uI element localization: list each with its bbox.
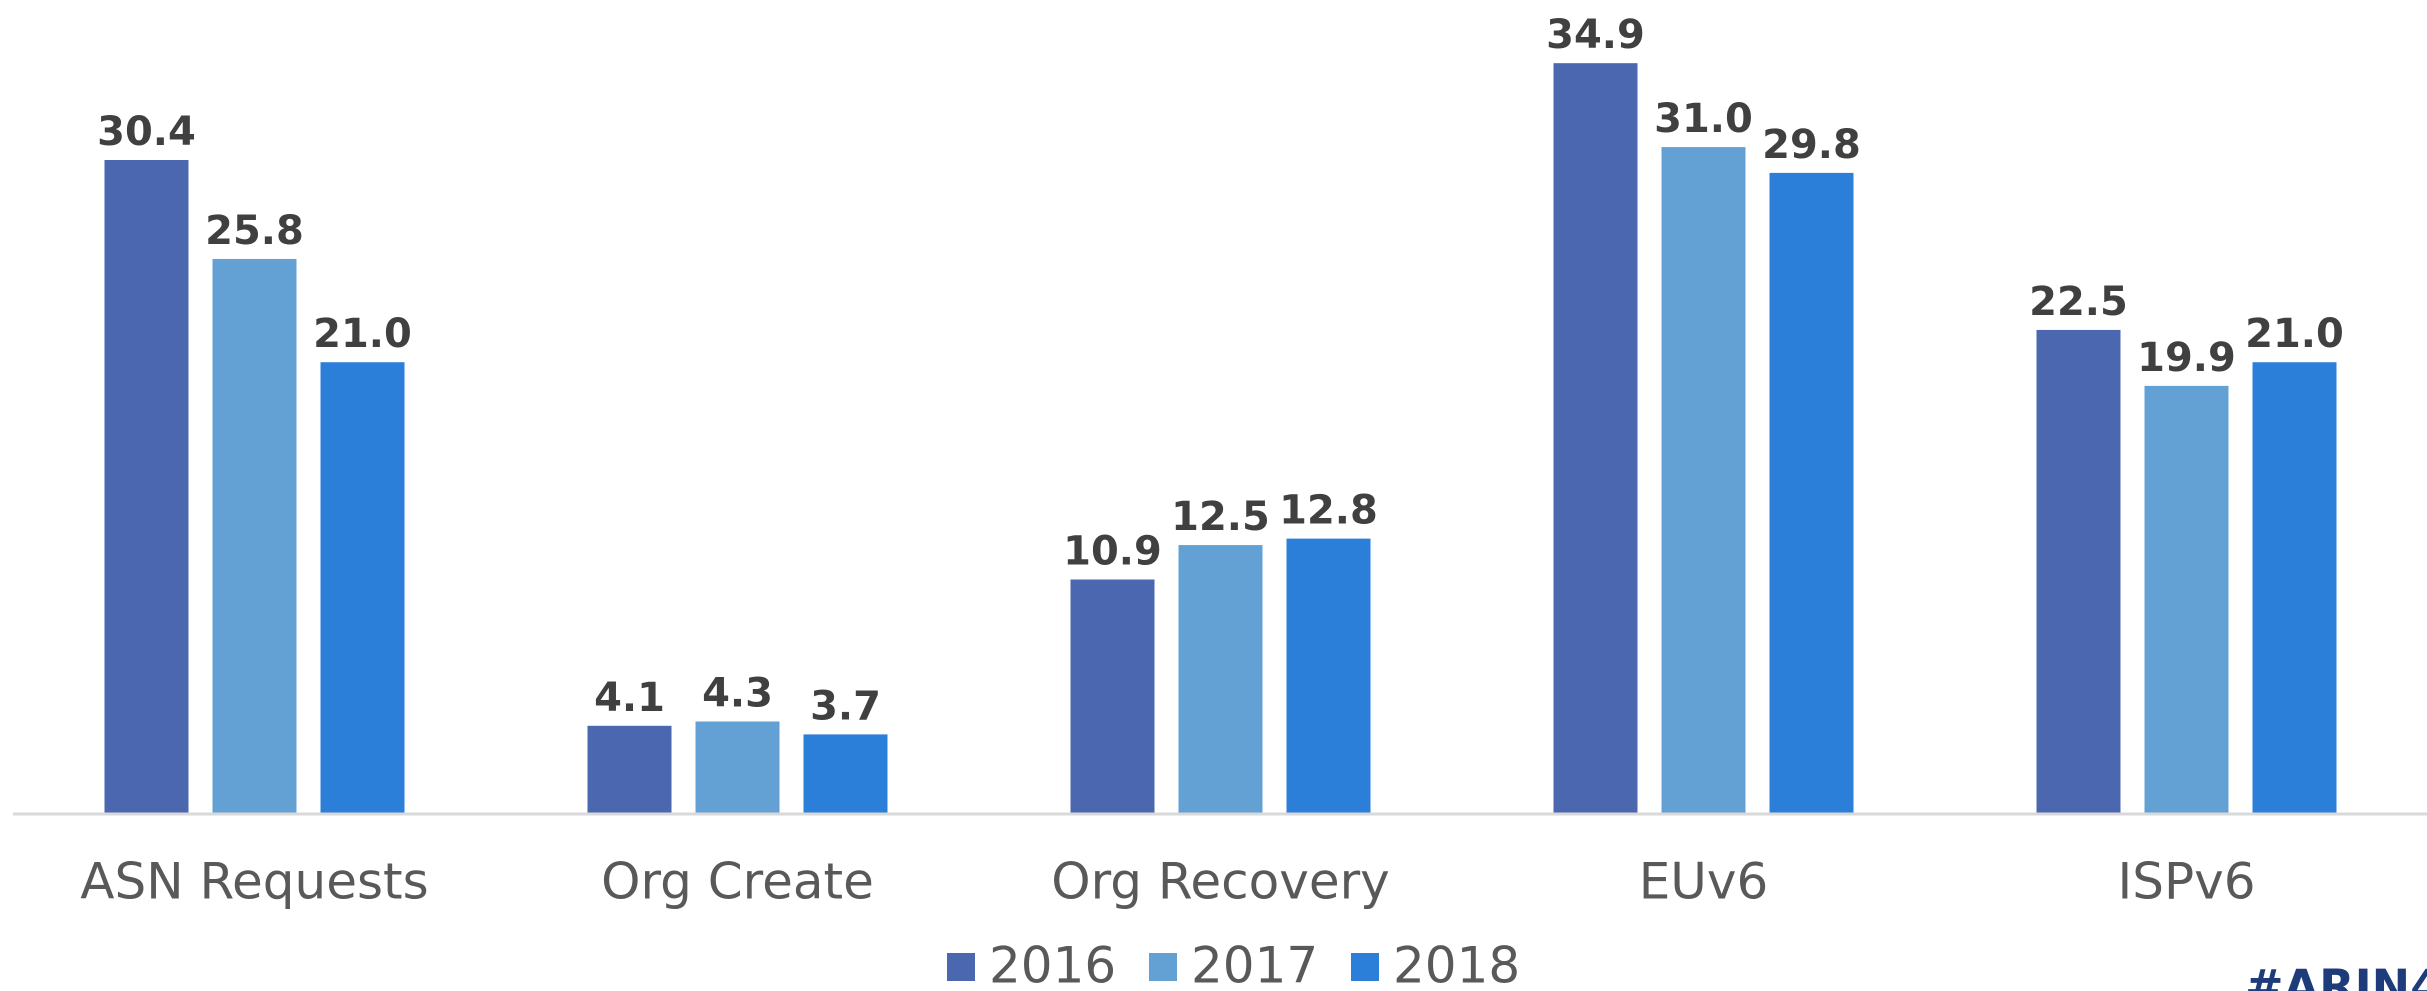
data-label: 12.8 xyxy=(1279,488,1378,534)
data-label: 31.0 xyxy=(1654,96,1753,142)
bar xyxy=(803,734,888,814)
bar xyxy=(2036,329,2121,814)
x-tick-label: Org Recovery xyxy=(1051,853,1390,911)
bar xyxy=(1070,579,1155,814)
data-label: 25.8 xyxy=(205,208,304,254)
data-label: 21.0 xyxy=(2245,311,2344,357)
data-label: 34.9 xyxy=(1546,12,1645,58)
x-tick-label: ISPv6 xyxy=(2117,853,2255,911)
data-label: 29.8 xyxy=(1762,122,1861,168)
bar xyxy=(104,159,189,814)
data-label: 30.4 xyxy=(97,109,196,155)
data-label: 12.5 xyxy=(1171,494,1270,540)
bar xyxy=(1553,63,1638,814)
x-tick-label: ASN Requests xyxy=(80,853,428,911)
bar xyxy=(587,725,672,814)
legend-swatch xyxy=(947,953,975,981)
data-label: 19.9 xyxy=(2137,335,2236,381)
legend-swatch xyxy=(1351,953,1379,981)
legend-label: 2018 xyxy=(1393,937,1520,991)
legend-swatch xyxy=(1149,953,1177,981)
bar xyxy=(1178,545,1263,814)
data-label: 22.5 xyxy=(2029,279,2128,325)
hashtag: #ARIN42 xyxy=(2245,960,2427,991)
x-tick-label: Org Create xyxy=(601,853,874,911)
bar xyxy=(1769,172,1854,815)
bar xyxy=(2252,362,2337,814)
bar xyxy=(1286,538,1371,814)
bar xyxy=(2144,385,2229,814)
x-tick-label: EUv6 xyxy=(1639,853,1769,911)
bar xyxy=(1661,147,1746,815)
data-label: 3.7 xyxy=(810,683,881,729)
bar xyxy=(695,721,780,814)
data-label: 4.1 xyxy=(594,675,665,721)
data-label: 4.3 xyxy=(702,670,773,716)
legend-label: 2017 xyxy=(1191,937,1318,991)
bar xyxy=(212,258,297,814)
bar xyxy=(320,362,405,814)
data-label: 10.9 xyxy=(1063,529,1162,575)
data-label: 21.0 xyxy=(313,311,412,357)
legend-label: 2016 xyxy=(989,937,1116,991)
